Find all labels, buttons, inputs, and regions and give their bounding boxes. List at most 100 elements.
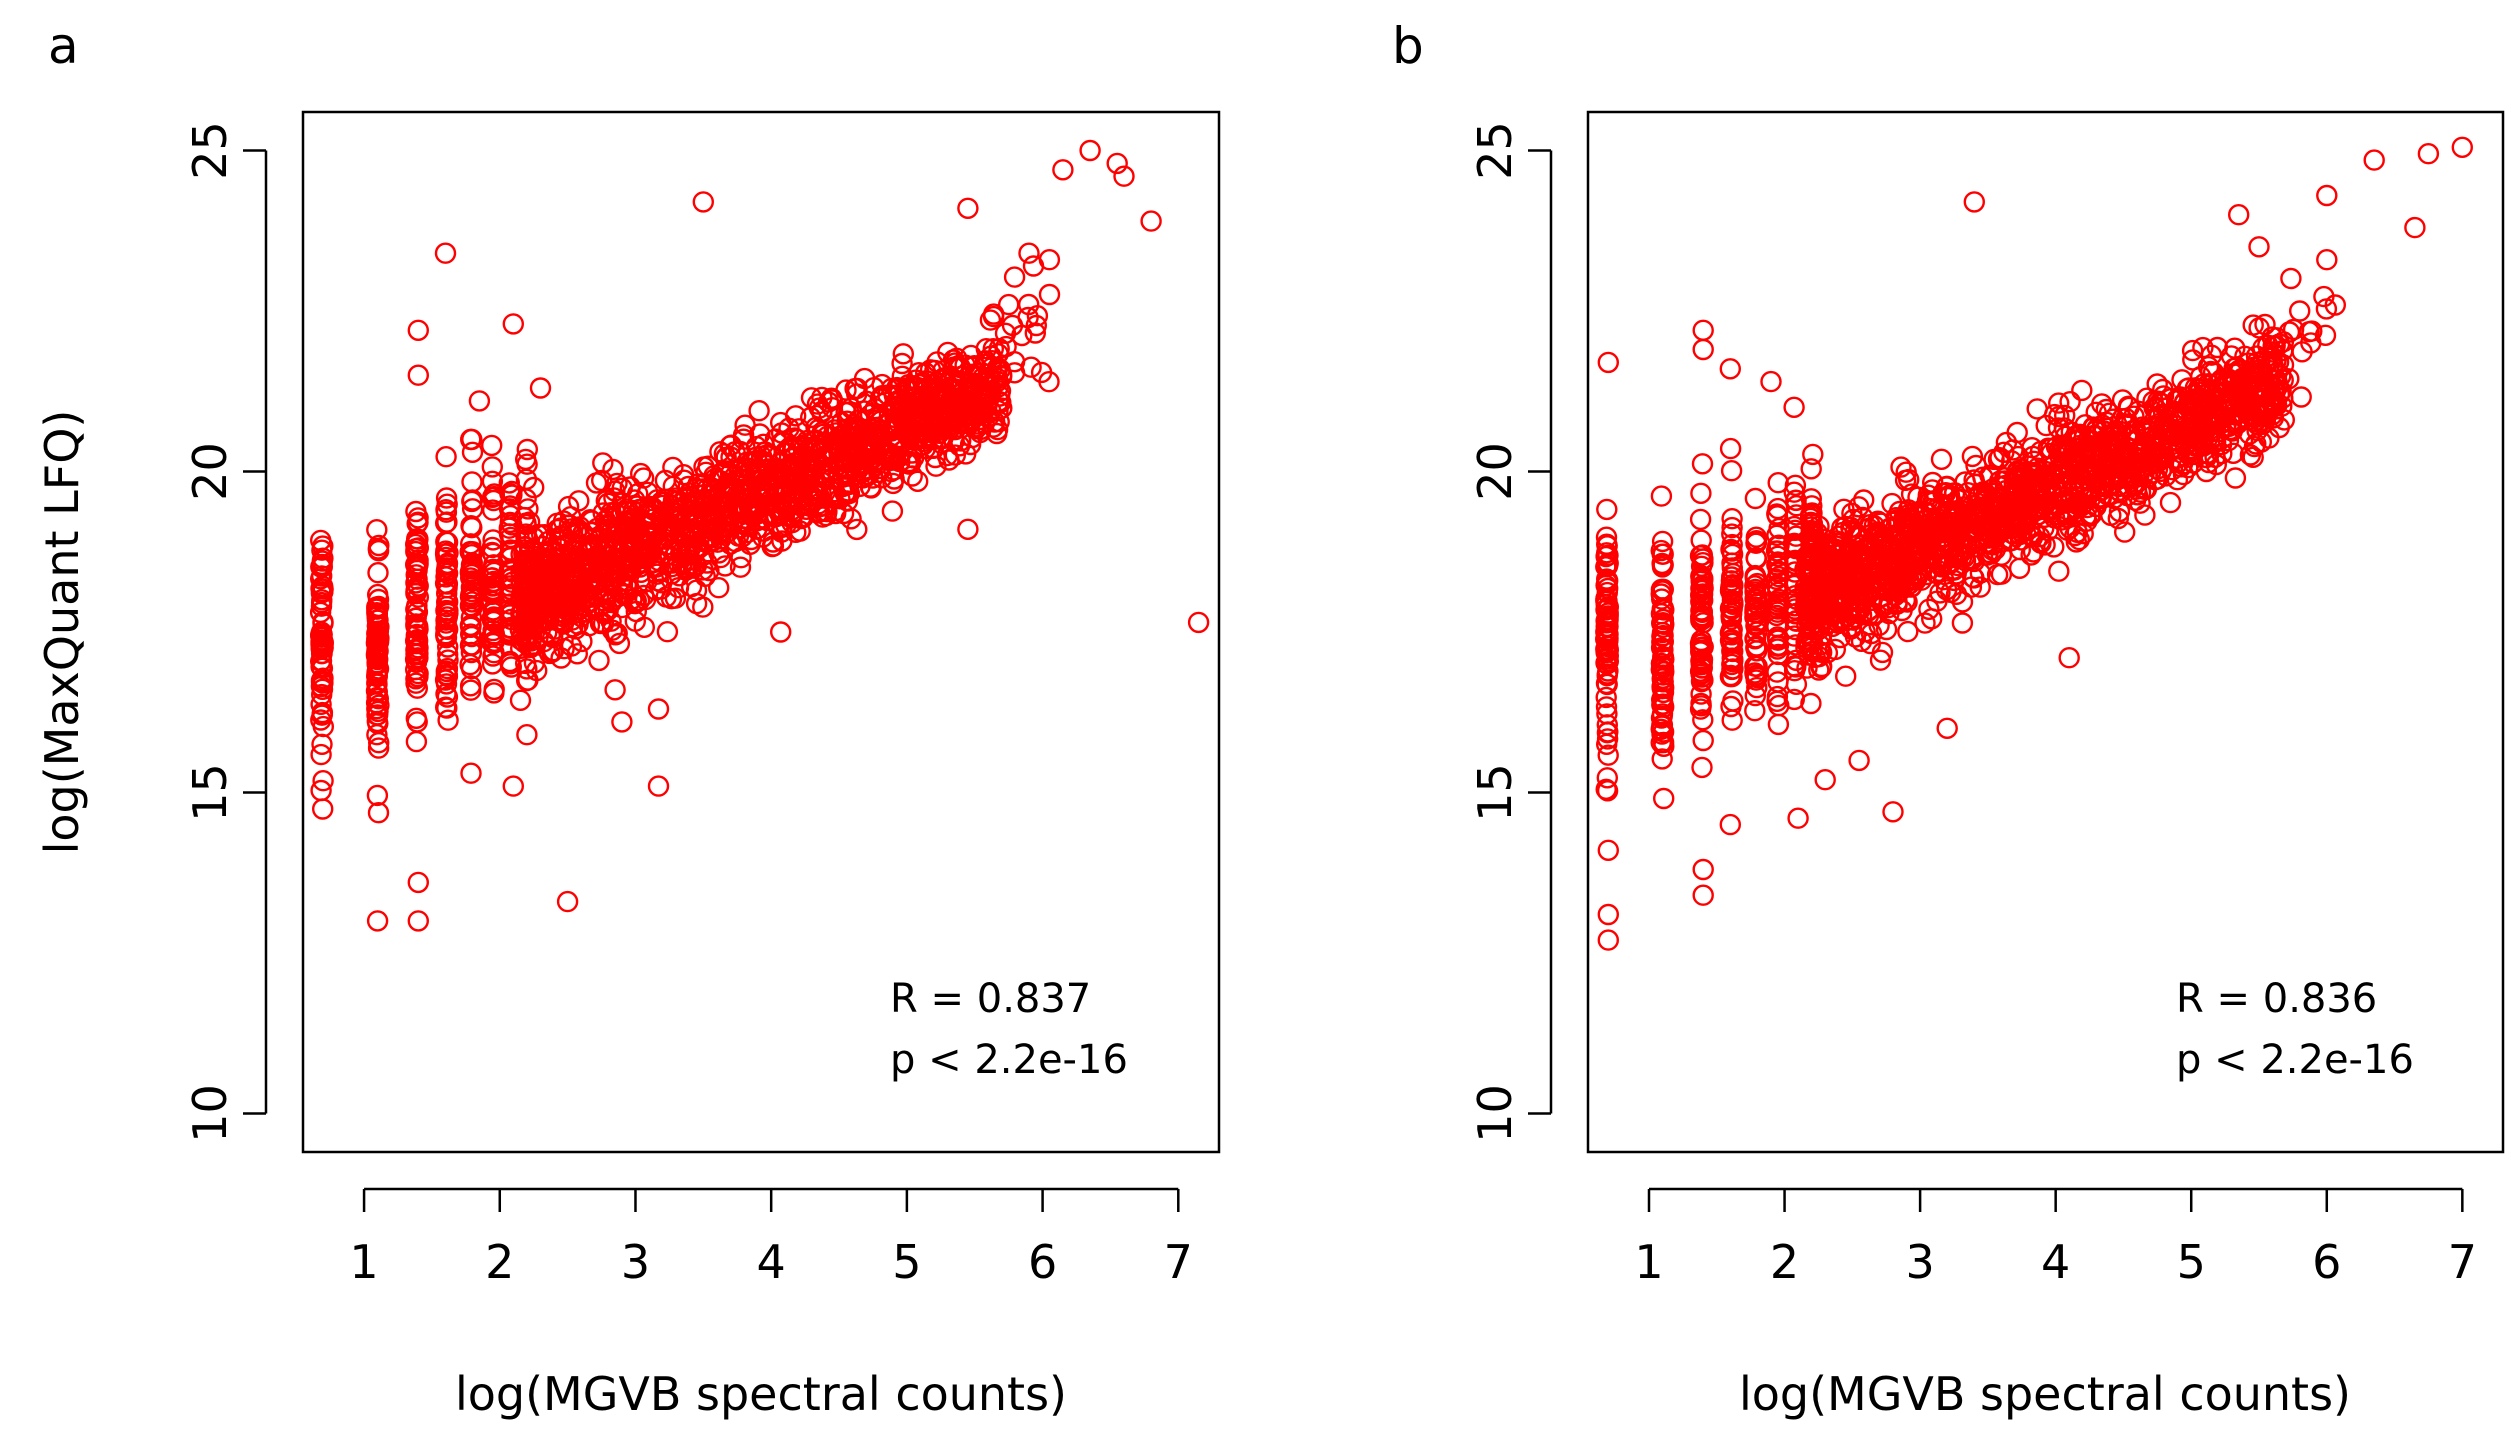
data-point	[2020, 524, 2043, 546]
data-point	[1800, 692, 1822, 715]
data-point	[312, 770, 334, 792]
data-point	[367, 737, 390, 759]
x-tick-label: 4	[2041, 1235, 2070, 1289]
data-point	[865, 416, 888, 439]
data-point	[1951, 612, 1974, 634]
data-point	[1785, 489, 1807, 512]
data-point	[1799, 608, 1822, 630]
data-point	[1596, 535, 1618, 557]
data-point	[1862, 560, 1885, 582]
data-point	[502, 313, 524, 335]
data-point	[1650, 707, 1673, 729]
data-point	[2221, 374, 2244, 396]
data-point	[1003, 266, 1026, 288]
data-point	[2234, 345, 2256, 367]
data-point	[2076, 437, 2099, 459]
data-point	[2096, 457, 2119, 479]
data-point	[2032, 464, 2055, 486]
data-point	[435, 673, 458, 695]
data-point	[1106, 152, 1128, 175]
data-point	[1767, 713, 1790, 736]
data-point	[1844, 626, 1867, 648]
data-point	[1802, 562, 1824, 584]
data-point	[1869, 649, 1892, 671]
data-point	[368, 732, 390, 754]
data-point	[2030, 488, 2052, 510]
data-point	[1652, 639, 1674, 661]
data-point	[2068, 434, 2090, 457]
data-point	[1595, 778, 1617, 800]
data-point	[1796, 657, 1818, 679]
x-tick-label: 3	[1905, 1235, 1934, 1289]
data-point	[2089, 486, 2112, 508]
data-point	[1760, 370, 1782, 393]
data-point	[1830, 572, 1852, 594]
data-point	[606, 472, 628, 495]
data-point	[510, 586, 532, 609]
data-point	[1851, 547, 1874, 569]
data-point	[310, 743, 332, 766]
data-point	[1814, 769, 1836, 791]
data-point	[632, 467, 655, 489]
data-point	[1720, 608, 1743, 630]
annotation-r-a: R = 0.837	[890, 976, 1091, 1022]
data-point	[2248, 236, 2270, 258]
data-point	[588, 649, 610, 672]
data-point	[405, 564, 427, 586]
data-point	[2115, 441, 2137, 463]
data-point	[1597, 903, 1620, 926]
data-point	[2122, 419, 2145, 441]
data-point	[685, 554, 708, 577]
x-tick-label: 1	[1634, 1235, 1663, 1289]
data-point	[1597, 351, 1620, 374]
data-point	[1595, 545, 1617, 568]
data-point	[1961, 445, 1984, 468]
data-point	[1848, 749, 1870, 772]
data-point	[817, 391, 840, 413]
data-point	[527, 523, 549, 546]
data-point	[807, 418, 830, 441]
data-point	[1766, 685, 1789, 708]
data-point	[1690, 663, 1713, 685]
data-point	[605, 538, 627, 560]
data-point	[1721, 632, 1744, 654]
data-point	[1597, 929, 1620, 951]
data-point	[1744, 627, 1767, 649]
data-point	[624, 489, 646, 511]
data-point	[1038, 249, 1061, 271]
data-point	[367, 583, 389, 606]
data-point	[581, 510, 603, 532]
data-point	[367, 562, 389, 584]
data-point	[434, 543, 457, 565]
panel-label-b: b	[1392, 17, 1424, 75]
data-point	[460, 762, 482, 784]
data-point	[1652, 787, 1675, 810]
data-point	[748, 400, 770, 422]
data-point	[1692, 319, 1714, 341]
data-point	[1113, 165, 1135, 187]
data-point	[2224, 467, 2247, 489]
data-point	[2262, 335, 2284, 357]
y-tick-label: 20	[183, 442, 237, 501]
data-point	[461, 544, 483, 566]
data-point	[1692, 884, 1714, 906]
data-point	[2010, 490, 2032, 512]
data-point	[1925, 562, 1947, 584]
data-point	[2245, 345, 2268, 367]
data-point	[501, 484, 523, 506]
data-point	[1690, 529, 1712, 551]
data-point	[310, 675, 333, 698]
panel-label-a: a	[48, 17, 79, 75]
data-point	[599, 558, 622, 580]
data-point	[745, 518, 768, 540]
data-point	[1882, 801, 1904, 823]
data-point	[1690, 482, 1712, 504]
y-axis-label-a: log(MaxQuant LFQ)	[35, 410, 89, 855]
data-point	[513, 506, 536, 529]
data-point	[716, 495, 738, 518]
data-point	[995, 335, 1017, 358]
data-point	[1025, 314, 1048, 337]
data-point	[529, 377, 552, 399]
data-point	[1652, 647, 1674, 669]
plot-frame-b	[1586, 110, 2505, 1154]
